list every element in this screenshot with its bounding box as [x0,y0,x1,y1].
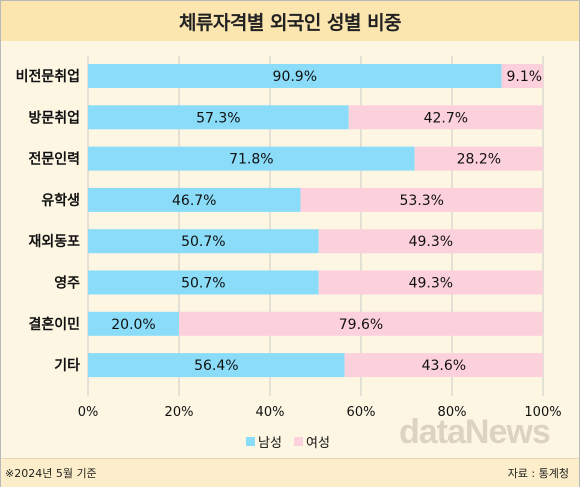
footer-bar [1,458,579,487]
bar-female [344,353,543,378]
x-tick-label: 80% [438,405,467,420]
bar-female [501,64,543,88]
legend: 남성 여성 [0,432,578,451]
bar-female [179,311,543,336]
bar-female [318,270,543,295]
data-label-female: 49.3% [409,276,453,292]
data-label-female: 53.3% [400,193,444,209]
data-label-male: 50.7% [181,234,225,250]
bar-male [88,270,319,295]
legend-swatch-female [294,437,303,446]
data-label-male: 20.0% [111,317,155,333]
category-label: 비전문취업 [16,68,80,85]
data-label-female: 9.1% [507,69,543,85]
category-label: 결혼이민 [28,316,80,333]
bar-female [318,229,543,254]
category-label: 기타 [54,358,80,374]
source-note: 자료 : 통계청 [507,467,569,480]
x-tick-label: 100% [524,405,561,420]
data-label-female: 43.6% [422,358,466,374]
legend-label-female: 여성 [306,436,330,451]
x-tick-label: 20% [165,405,194,420]
bar-male [88,353,345,378]
footnote: ※2024년 5월 기준 [5,467,97,480]
category-label: 전문인력 [28,151,80,168]
bar-male [88,64,502,88]
x-tick-label: 0% [78,405,99,420]
data-label-male: 46.7% [172,193,216,209]
bar-male [88,311,179,336]
data-label-female: 28.2% [457,152,501,168]
bar-male [88,229,319,254]
category-label: 영주 [54,275,80,292]
legend-label-male: 남성 [258,436,282,451]
legend-swatch-male [246,437,255,446]
category-label: 유학생 [41,193,80,209]
data-label-female: 49.3% [409,234,453,250]
legend-item-female: 여성 [294,432,330,451]
category-label: 재외동포 [28,233,80,250]
bar-male [88,105,349,130]
bar-male [88,187,301,212]
data-label-female: 42.7% [424,110,468,126]
bar-female [348,105,543,130]
data-label-male: 71.8% [229,152,273,168]
data-label-male: 90.9% [273,69,317,85]
legend-item-male: 남성 [246,432,282,451]
watermark-logo: dataNews [399,413,551,451]
data-label-male: 56.4% [194,358,238,374]
category-label: 방문취업 [28,109,80,126]
x-tick-label: 60% [347,405,376,420]
bar-female [300,187,543,212]
bar-female [414,146,543,171]
data-label-female: 79.6% [339,317,383,333]
x-tick-label: 40% [256,405,285,420]
chart-title: 체류자격별 외국인 성별 비중 [1,1,579,41]
data-label-male: 50.7% [181,276,225,292]
data-label-male: 57.3% [196,110,240,126]
bar-male [88,146,415,171]
